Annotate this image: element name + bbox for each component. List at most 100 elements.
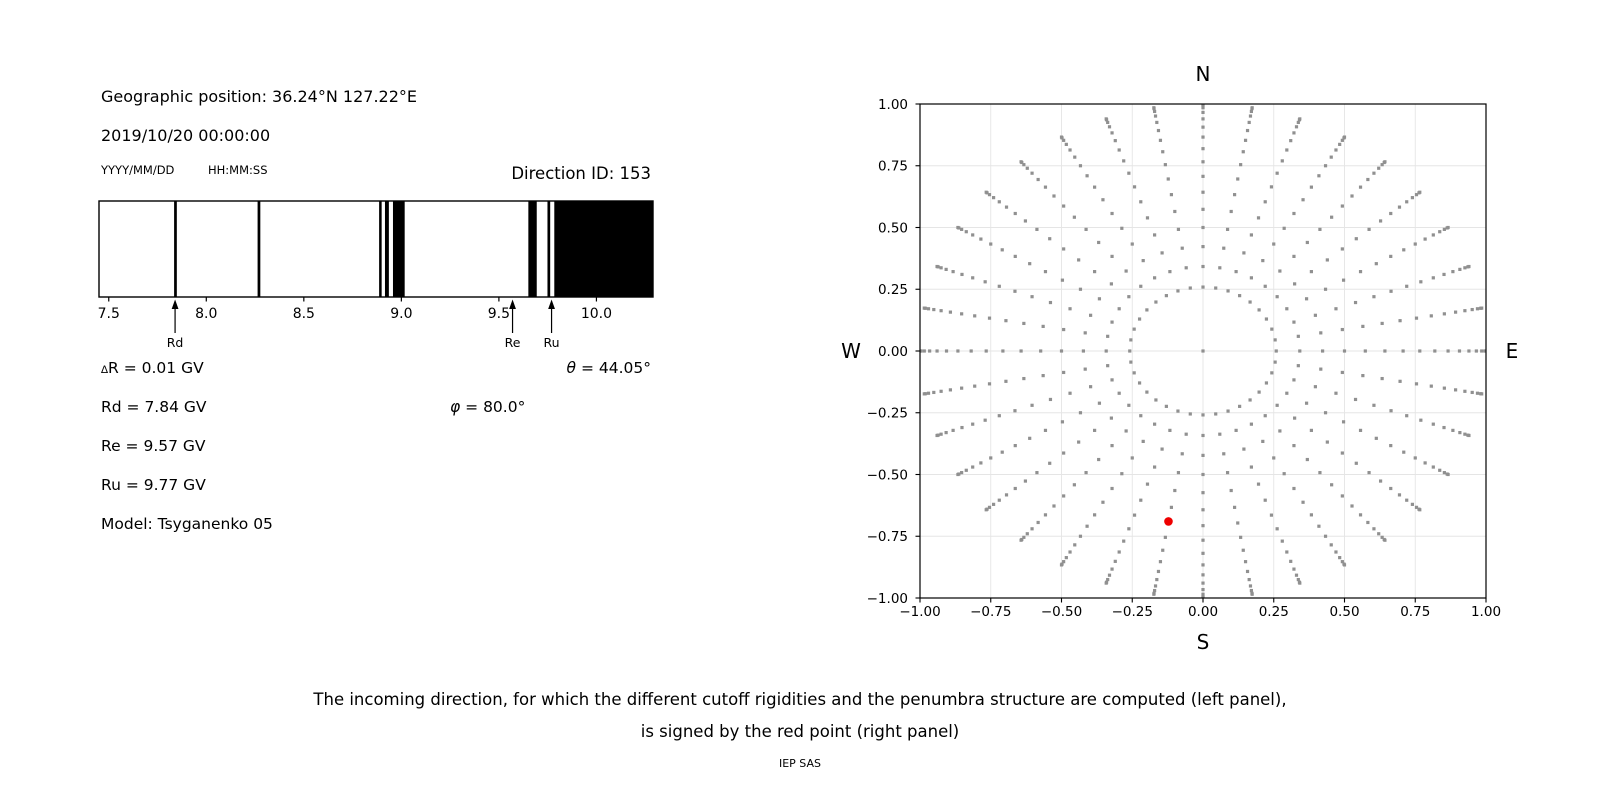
sky-dot bbox=[1022, 321, 1026, 326]
sky-dot bbox=[1446, 225, 1450, 230]
sky-dot bbox=[1361, 324, 1365, 328]
sky-dot bbox=[1030, 295, 1034, 299]
sky-dot bbox=[1289, 139, 1293, 143]
direction-sky-chart: −1.00−1.00 −0.75 −0.75 −0.50 −0.50 −0.25 −0.25… bbox=[841, 62, 1518, 654]
sky-dot bbox=[1145, 390, 1149, 394]
sky-dot bbox=[1405, 200, 1409, 204]
sky-dot bbox=[979, 237, 983, 241]
sky-dot bbox=[1342, 563, 1347, 567]
sky-dot bbox=[1245, 569, 1250, 574]
sky-dot bbox=[1470, 307, 1474, 312]
sky-dot bbox=[1361, 374, 1365, 378]
sky-dot bbox=[1137, 317, 1142, 321]
sky-dot bbox=[1341, 278, 1346, 282]
sky-dot bbox=[1152, 106, 1156, 110]
sky-dot bbox=[1249, 109, 1253, 114]
sky-dot bbox=[1467, 349, 1471, 353]
sky-dot bbox=[1226, 409, 1230, 413]
sky-dot bbox=[1161, 150, 1165, 154]
y-tick-label: 0.75 bbox=[878, 159, 908, 175]
sky-dot bbox=[1110, 486, 1114, 491]
sky-dot bbox=[1130, 242, 1134, 246]
sky-dot bbox=[1342, 135, 1347, 139]
sky-dot bbox=[1263, 200, 1267, 204]
sky-dot bbox=[1085, 174, 1089, 178]
sky-dot bbox=[1068, 550, 1072, 554]
sky-dot bbox=[932, 307, 936, 312]
sky-dot bbox=[960, 227, 964, 231]
sky-dot bbox=[1474, 349, 1478, 353]
sky-dot bbox=[1188, 286, 1192, 290]
sky-dot bbox=[1201, 592, 1205, 596]
marker-label: Re bbox=[505, 335, 521, 350]
sky-dot bbox=[1124, 269, 1128, 273]
sky-dot bbox=[1413, 242, 1417, 246]
sky-dot bbox=[1173, 488, 1177, 493]
sky-dot bbox=[983, 418, 987, 422]
sky-dot bbox=[987, 193, 992, 197]
sky-dot bbox=[1398, 379, 1402, 383]
sky-dot bbox=[991, 502, 996, 506]
sky-dot bbox=[1325, 258, 1329, 262]
sky-dot bbox=[1273, 360, 1277, 364]
sky-dot bbox=[1001, 349, 1005, 353]
y-tick-label: 0.25 bbox=[878, 282, 908, 298]
sky-dot bbox=[1292, 567, 1296, 571]
sky-dot bbox=[1272, 242, 1276, 246]
sky-dot bbox=[1367, 227, 1371, 231]
sky-dot bbox=[1048, 397, 1053, 402]
sky-dot bbox=[1261, 258, 1265, 263]
sky-dot bbox=[1156, 128, 1161, 133]
sky-dot bbox=[1201, 453, 1205, 457]
sky-dot bbox=[1104, 117, 1108, 121]
sky-dot bbox=[1248, 584, 1253, 588]
sky-dot bbox=[1222, 452, 1226, 456]
sky-dot bbox=[1325, 440, 1329, 444]
sky-dot bbox=[1380, 535, 1384, 539]
sky-dot bbox=[1019, 349, 1023, 353]
sky-dot bbox=[1366, 520, 1370, 525]
sky-dot bbox=[1019, 160, 1023, 164]
sky-dot bbox=[1153, 233, 1157, 237]
sky-dot bbox=[1292, 444, 1296, 448]
penumbra-x-axis: 7.5 8.0 8.5 9.0 9.5 10.0 bbox=[98, 297, 612, 322]
sky-dot bbox=[1117, 391, 1121, 395]
sky-dot bbox=[1059, 349, 1064, 353]
sky-dot bbox=[1245, 128, 1250, 133]
sky-dot bbox=[1358, 270, 1363, 274]
sky-dot bbox=[1256, 482, 1261, 486]
sky-dot bbox=[1158, 560, 1163, 564]
sky-dot bbox=[1048, 300, 1053, 305]
sky-dot bbox=[1048, 461, 1052, 465]
sky-dot bbox=[1380, 376, 1384, 381]
sky-dot bbox=[1048, 237, 1052, 241]
rd-value: Rd = 7.84 GV bbox=[101, 398, 207, 416]
x-tick-label: 10.0 bbox=[581, 306, 612, 322]
sky-dot bbox=[1378, 219, 1383, 223]
penumbra-markers: Rd Re Ru bbox=[167, 299, 560, 350]
sky-dot bbox=[984, 349, 988, 353]
sky-dot bbox=[1294, 125, 1299, 129]
sky-dot bbox=[1043, 513, 1048, 517]
sky-dot bbox=[1431, 465, 1435, 469]
sky-dot bbox=[1084, 471, 1088, 475]
sky-dot bbox=[1201, 581, 1205, 585]
sky-dot bbox=[1166, 177, 1170, 181]
sky-dot bbox=[1309, 513, 1313, 517]
sky-dot bbox=[1272, 456, 1276, 460]
sky-dot bbox=[1282, 226, 1286, 230]
geo-position-text: Geographic position: 36.24°N 127.22°E bbox=[101, 87, 417, 106]
sky-dot bbox=[1113, 559, 1117, 563]
sky-dot bbox=[983, 280, 987, 284]
sky-dot bbox=[1442, 425, 1446, 430]
sky-dot bbox=[1423, 461, 1427, 465]
sky-dot bbox=[1201, 563, 1205, 567]
sky-dot bbox=[1304, 401, 1309, 405]
sky-dot bbox=[1296, 334, 1300, 338]
sky-center-dot bbox=[1201, 349, 1205, 353]
sky-dot bbox=[1201, 147, 1205, 151]
sky-dot bbox=[1249, 233, 1253, 237]
sky-dot bbox=[935, 349, 939, 353]
sky-dot bbox=[1282, 472, 1286, 476]
sky-dot bbox=[1418, 190, 1422, 194]
